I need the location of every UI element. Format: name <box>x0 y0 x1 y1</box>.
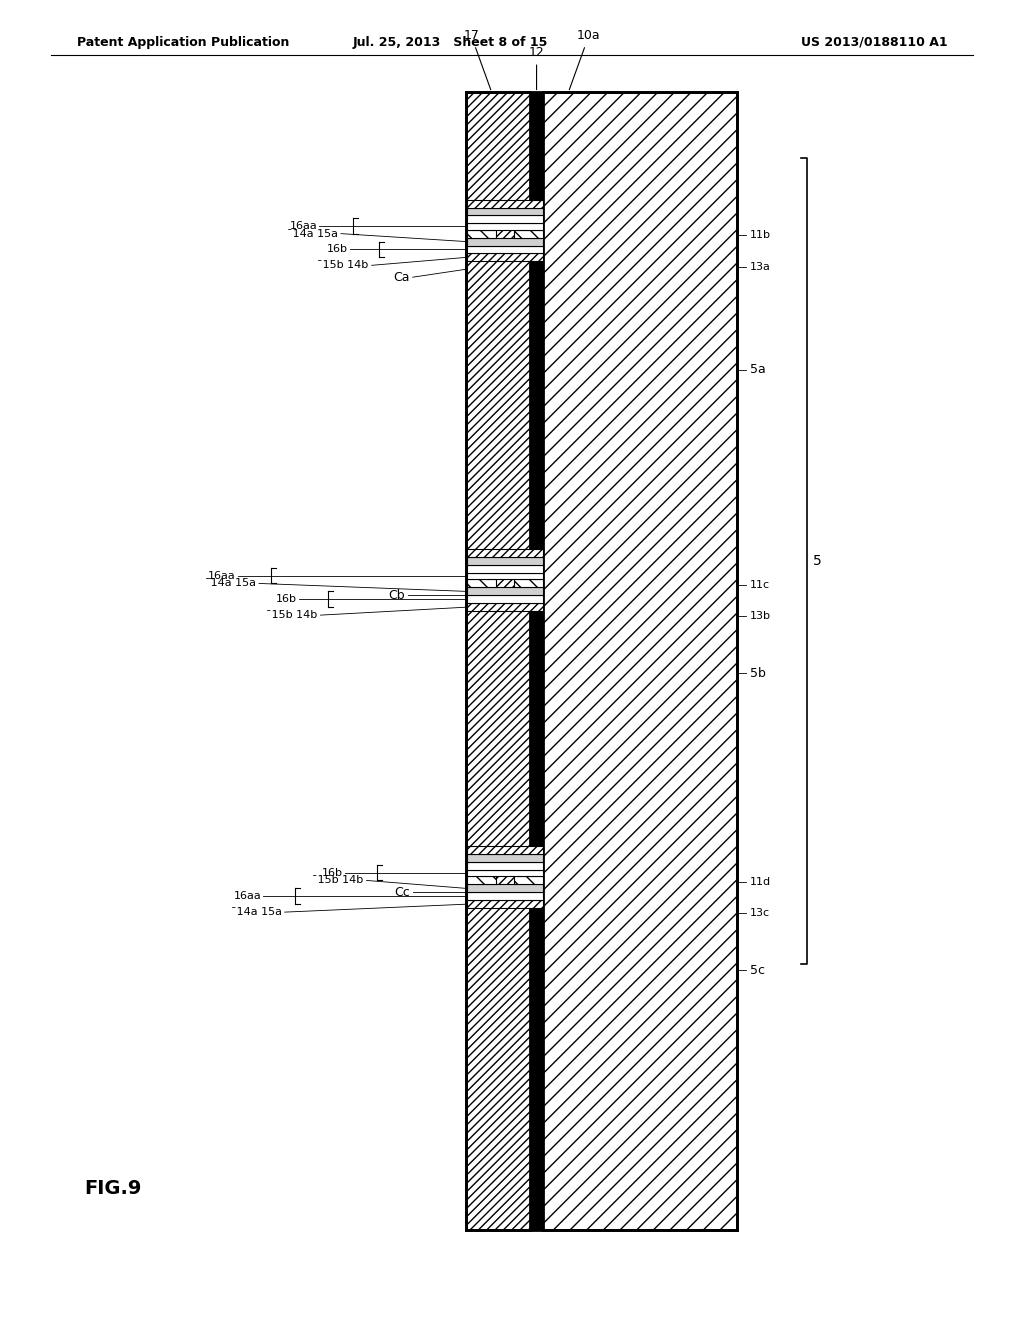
Bar <box>467 579 496 587</box>
Bar <box>467 215 543 223</box>
Text: ¯14a 15a: ¯14a 15a <box>287 228 338 239</box>
Text: Jul. 25, 2013   Sheet 8 of 15: Jul. 25, 2013 Sheet 8 of 15 <box>353 36 548 49</box>
Bar <box>467 846 543 854</box>
Bar <box>514 876 543 884</box>
Text: ¯15b 14b: ¯15b 14b <box>317 260 369 271</box>
Text: 11d: 11d <box>750 876 771 887</box>
Text: 13b: 13b <box>750 611 771 622</box>
Bar <box>514 579 543 587</box>
Text: Cb: Cb <box>388 589 404 602</box>
Bar <box>467 549 543 557</box>
Text: 5: 5 <box>813 554 822 568</box>
Bar <box>467 884 543 892</box>
Bar <box>543 92 737 1230</box>
Text: Cc: Cc <box>394 886 410 899</box>
Text: Patent Application Publication: Patent Application Publication <box>77 36 289 49</box>
Text: FIG.9: FIG.9 <box>84 1179 141 1197</box>
Text: 5c: 5c <box>750 964 765 977</box>
Text: 13c: 13c <box>750 908 770 919</box>
Bar <box>467 557 543 565</box>
Text: ¯15b 14b: ¯15b 14b <box>312 875 364 886</box>
Text: 11b: 11b <box>750 230 771 240</box>
Text: 16b: 16b <box>322 867 343 878</box>
Bar <box>467 870 543 876</box>
Text: ¯14a 15a: ¯14a 15a <box>205 578 256 589</box>
Text: ¯15b 14b: ¯15b 14b <box>266 610 317 620</box>
Text: 16b: 16b <box>275 594 297 605</box>
Text: 13a: 13a <box>750 261 770 272</box>
Text: 10a: 10a <box>569 29 601 90</box>
Text: Ca: Ca <box>393 271 410 284</box>
Bar <box>467 223 543 230</box>
Bar <box>467 246 543 253</box>
Bar <box>530 92 543 1230</box>
Bar <box>467 595 543 603</box>
Bar <box>467 876 496 884</box>
Bar <box>466 92 737 1230</box>
Bar <box>467 587 543 595</box>
Bar <box>466 92 530 1230</box>
Text: 16aa: 16aa <box>208 570 236 581</box>
Bar <box>467 862 543 870</box>
Bar <box>467 603 543 611</box>
Bar <box>514 230 543 238</box>
Text: 16aa: 16aa <box>233 891 261 902</box>
Bar <box>467 199 543 207</box>
Bar <box>467 230 496 238</box>
Text: US 2013/0188110 A1: US 2013/0188110 A1 <box>801 36 947 49</box>
Bar <box>467 238 543 246</box>
Text: 5b: 5b <box>750 667 766 680</box>
Text: 12: 12 <box>528 46 545 90</box>
Text: 11c: 11c <box>750 579 770 590</box>
Bar <box>467 565 543 573</box>
Bar <box>467 892 543 900</box>
Bar <box>467 207 543 215</box>
Text: ¯14a 15a: ¯14a 15a <box>230 907 282 917</box>
Text: 5a: 5a <box>750 363 765 376</box>
Bar <box>467 900 543 908</box>
Bar <box>467 253 543 261</box>
Text: 17: 17 <box>463 29 490 90</box>
Bar <box>467 854 543 862</box>
Text: 16b: 16b <box>327 244 348 255</box>
Bar <box>467 573 543 579</box>
Text: 16aa: 16aa <box>290 220 317 231</box>
